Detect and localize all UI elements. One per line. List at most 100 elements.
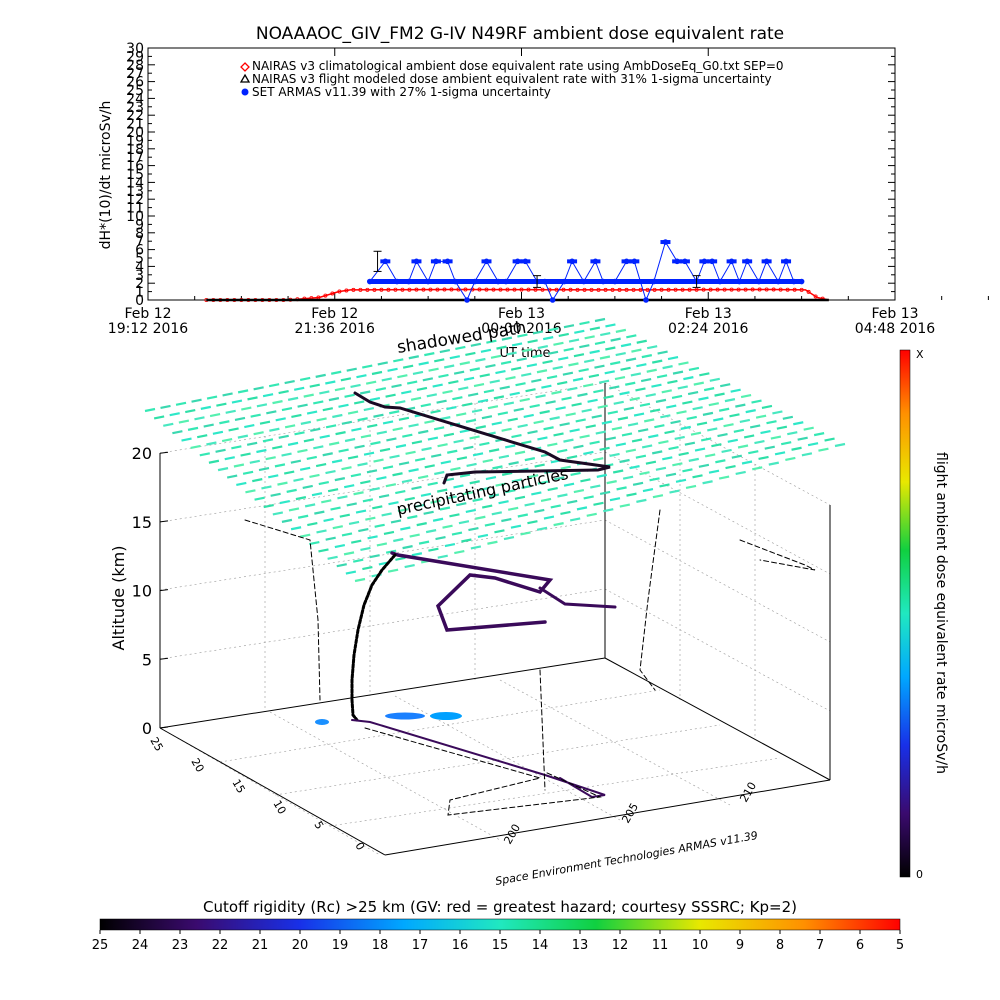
particle-dash <box>629 465 640 470</box>
particle-dash <box>560 465 571 470</box>
point-nairas-climatological <box>386 287 391 292</box>
particle-dash <box>488 448 500 453</box>
particle-dash <box>749 424 761 429</box>
particle-dash <box>558 332 569 338</box>
particle-dash <box>766 420 777 425</box>
particle-dash <box>613 400 624 405</box>
particle-dash <box>418 429 429 435</box>
particle-dash <box>268 474 279 479</box>
particle-dash <box>598 379 610 384</box>
particle-dash <box>430 499 441 504</box>
particle-dash <box>492 465 503 470</box>
latitude-tick-label: 20 <box>188 756 206 775</box>
particle-dash <box>275 417 286 422</box>
particle-dash <box>517 513 529 518</box>
particle-dash <box>550 504 561 509</box>
particle-dash <box>785 456 796 462</box>
particle-dash <box>522 348 533 353</box>
particle-dash <box>539 410 550 415</box>
particle-dash <box>463 376 475 381</box>
particle-dash <box>343 551 355 556</box>
particle-dash <box>422 377 434 382</box>
particle-dash <box>315 462 327 468</box>
particle-dash <box>609 452 620 457</box>
particle-dash <box>424 419 435 424</box>
particle-dash <box>625 448 637 453</box>
particle-dash <box>451 531 463 536</box>
point-armas <box>736 278 743 285</box>
particle-dash <box>371 370 383 376</box>
particle-dash <box>309 540 320 546</box>
box-edges <box>159 383 831 856</box>
particle-dash <box>579 344 590 349</box>
altitude-tick <box>159 589 169 592</box>
particle-dash <box>583 495 594 500</box>
point-armas <box>542 278 548 285</box>
particle-dash <box>498 500 509 505</box>
particle-dash <box>443 432 455 437</box>
particle-dash <box>488 493 500 498</box>
particle-dash <box>304 503 316 508</box>
particle-dash <box>557 493 568 498</box>
particle-dash <box>491 511 502 516</box>
particle-dash <box>458 520 470 525</box>
floor-grid <box>159 679 781 856</box>
particle-dash <box>338 403 349 408</box>
rigidity-tick-label: 23 <box>172 938 189 953</box>
particle-dash <box>680 425 691 430</box>
point-armas <box>503 278 509 285</box>
particle-dash <box>579 321 590 326</box>
particle-dash <box>596 473 608 478</box>
y-tick-label: 19 <box>126 133 144 149</box>
particle-dash <box>776 425 788 430</box>
particle-dash <box>411 440 423 445</box>
latitude-tick-label: 15 <box>229 777 247 796</box>
particle-dash <box>246 441 258 446</box>
particle-dash <box>369 397 381 402</box>
particle-dash <box>362 498 374 503</box>
particle-dash <box>533 420 544 425</box>
particle-dash <box>374 523 385 528</box>
point-nairas-climatological <box>365 287 370 292</box>
point-nairas-climatological <box>589 287 594 292</box>
point-nairas-climatological <box>813 294 818 299</box>
particle-dash <box>664 429 675 435</box>
particle-dash <box>655 398 667 403</box>
particle-dash <box>549 416 560 421</box>
particle-dash <box>357 417 368 422</box>
particle-dash <box>493 395 505 400</box>
particle-dash <box>588 373 600 379</box>
rigidity-tick-label: 18 <box>372 938 389 953</box>
particle-dash <box>402 433 413 438</box>
particle-dash <box>803 426 814 431</box>
particle-dash <box>253 431 264 436</box>
particle-dash <box>718 475 730 480</box>
particle-dash <box>657 350 668 355</box>
particle-dash <box>354 444 365 449</box>
dose-colorbar-label: flight ambient dose equivalent rate micr… <box>933 452 949 774</box>
latitude-tick-label: 10 <box>270 798 288 817</box>
particle-dash <box>379 447 391 452</box>
particle-dash <box>350 473 362 478</box>
point-nairas-climatological <box>715 287 720 292</box>
rigidity-colorbar: Cutoff rigidity (Rc) >25 km (GV: red = g… <box>92 898 904 953</box>
particle-dash <box>383 530 395 535</box>
particle-dash <box>485 363 496 369</box>
particle-dash <box>363 407 375 412</box>
rigidity-tick-label: 9 <box>736 938 744 953</box>
particle-dash <box>443 364 455 369</box>
x-tick-label-date: Feb 13 <box>685 306 732 322</box>
particle-dash <box>645 460 657 465</box>
particle-dash <box>707 427 718 432</box>
particle-dash <box>499 385 510 390</box>
particle-dash <box>395 444 407 449</box>
particle-dash <box>370 441 381 446</box>
x-tick-label-date: Feb 13 <box>498 306 545 322</box>
x-tick-label-date: Feb 12 <box>311 306 358 322</box>
legend-entry: NAIRAS v3 flight modeled dose ambient eq… <box>252 72 772 86</box>
particle-dash <box>500 360 512 365</box>
particle-dash <box>462 402 473 407</box>
particle-dash <box>619 503 631 508</box>
particle-dash <box>414 457 426 462</box>
